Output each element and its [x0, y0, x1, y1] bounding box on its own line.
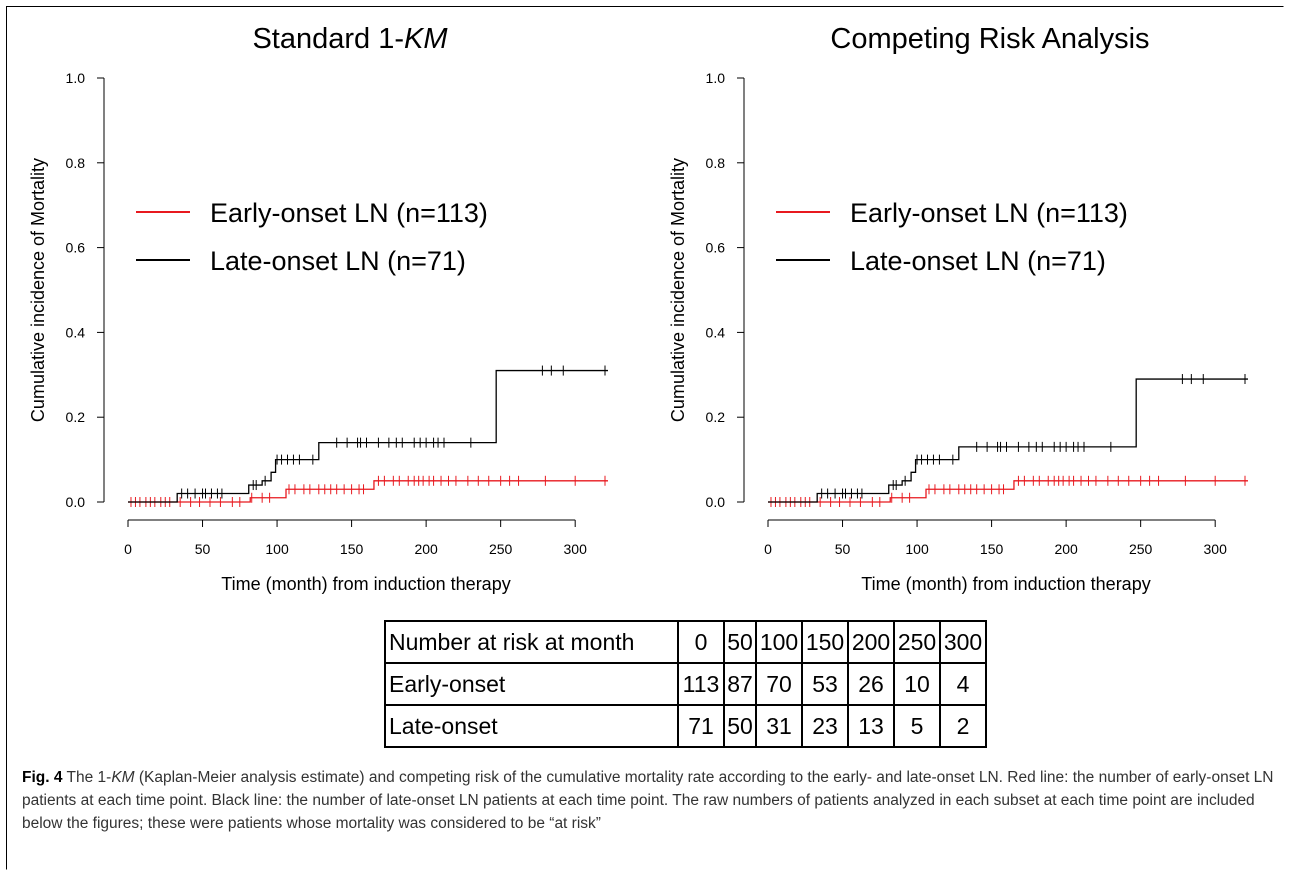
x-tick-label: 150	[340, 541, 364, 557]
y-axis-label: Cumulative incidence of Mortality	[668, 158, 688, 422]
risk-table-header-cell: 150	[801, 620, 849, 664]
risk-table-header-cell: 200	[847, 620, 895, 664]
risk-table-cell: 23	[801, 704, 849, 748]
risk-table-cell: 2	[939, 704, 987, 748]
x-tick-label: 200	[1054, 541, 1078, 557]
series-line-late-onset	[768, 378, 1248, 503]
risk-table-cell: 31	[755, 704, 803, 748]
risk-table-header-cell: 100	[755, 620, 803, 664]
risk-table-header-row: Number at risk at month 0 50 100 150 200…	[384, 620, 987, 664]
y-tick-label: 0.4	[706, 324, 726, 340]
y-tick-label: 0.6	[706, 240, 726, 256]
x-tick-label: 300	[564, 541, 588, 557]
risk-table-header-cell: 300	[939, 620, 987, 664]
figure-frame	[6, 6, 1284, 870]
figure-caption: Fig. 4 The 1-KM (Kaplan-Meier analysis e…	[22, 766, 1274, 835]
risk-table-cell: 71	[677, 704, 725, 748]
caption-label: Fig. 4	[22, 769, 63, 786]
risk-table-cell: Late-onset	[384, 704, 679, 748]
legend-label: Late-onset LN (n=71)	[210, 246, 466, 276]
chart-title: Competing Risk Analysis	[830, 23, 1149, 55]
y-axis-label: Cumulative incidence of Mortality	[28, 158, 48, 422]
chart-title-italic: KM	[404, 23, 448, 55]
y-tick-label: 0.8	[66, 155, 86, 171]
legend-label: Early-onset LN (n=113)	[850, 198, 1128, 228]
risk-table-cell: 113	[677, 662, 725, 706]
legend-label: Late-onset LN (n=71)	[850, 246, 1106, 276]
series-line-late-onset	[128, 369, 608, 503]
chart-title: Standard 1-KM	[252, 23, 448, 55]
y-tick-label: 0.2	[66, 409, 86, 425]
x-tick-label: 100	[905, 541, 929, 557]
risk-table-cell: 10	[893, 662, 941, 706]
caption-text: The 1-	[62, 769, 112, 786]
x-tick-label: 150	[980, 541, 1004, 557]
series-line-early-onset	[128, 480, 608, 503]
x-tick-label: 300	[1204, 541, 1228, 557]
risk-table-row-late: Late-onset 71 50 31 23 13 5 2	[384, 704, 987, 748]
risk-table-cell: 70	[755, 662, 803, 706]
x-axis-label: Time (month) from induction therapy	[861, 574, 1150, 594]
y-tick-label: 1.0	[706, 70, 726, 86]
x-tick-label: 250	[1129, 541, 1153, 557]
caption-text: (Kaplan-Meier analysis estimate) and com…	[22, 769, 1274, 832]
x-tick-label: 250	[489, 541, 513, 557]
x-tick-label: 100	[265, 541, 289, 557]
y-tick-label: 0.0	[66, 494, 86, 510]
x-axis-label: Time (month) from induction therapy	[221, 574, 510, 594]
risk-table-cell: 4	[939, 662, 987, 706]
y-tick-label: 0.8	[706, 155, 726, 171]
y-tick-label: 0.2	[706, 409, 726, 425]
series-line-early-onset	[768, 480, 1248, 503]
x-tick-label: 50	[835, 541, 851, 557]
risk-table-cell: 5	[893, 704, 941, 748]
x-tick-label: 0	[764, 541, 772, 557]
risk-table-cell: 87	[723, 662, 757, 706]
x-tick-label: 50	[195, 541, 211, 557]
y-tick-label: 0.0	[706, 494, 726, 510]
risk-table-cell: 50	[723, 704, 757, 748]
risk-table-header-cell: 250	[893, 620, 941, 664]
risk-table-header-cell: Number at risk at month	[384, 620, 679, 664]
x-tick-label: 200	[414, 541, 438, 557]
risk-table: Number at risk at month 0 50 100 150 200…	[384, 620, 987, 748]
risk-table-header-cell: 0	[677, 620, 725, 664]
risk-table-cell: 53	[801, 662, 849, 706]
risk-table-cell: Early-onset	[384, 662, 679, 706]
risk-table-cell: 26	[847, 662, 895, 706]
y-tick-label: 1.0	[66, 70, 86, 86]
chart-title-text: Competing Risk Analysis	[830, 23, 1149, 55]
y-tick-label: 0.4	[66, 324, 86, 340]
competing-risk-chart: Competing Risk Analysis 0.0 0.2 0.4 0.6 0.8 1.…	[668, 23, 1248, 594]
risk-table-cell: 13	[847, 704, 895, 748]
chart-title-text: Standard 1-	[252, 23, 404, 55]
risk-table-row-early: Early-onset 113 87 70 53 26 10 4	[384, 662, 987, 706]
km-chart: Standard 1-KM 0.0 0.2 0.4 0.6 0.8 1.0 0 50 100 150…	[28, 23, 608, 594]
legend-label: Early-onset LN (n=113)	[210, 198, 488, 228]
risk-table-header-cell: 50	[723, 620, 757, 664]
x-tick-label: 0	[124, 541, 132, 557]
caption-text-italic: KM	[111, 769, 135, 786]
y-tick-label: 0.6	[66, 240, 86, 256]
